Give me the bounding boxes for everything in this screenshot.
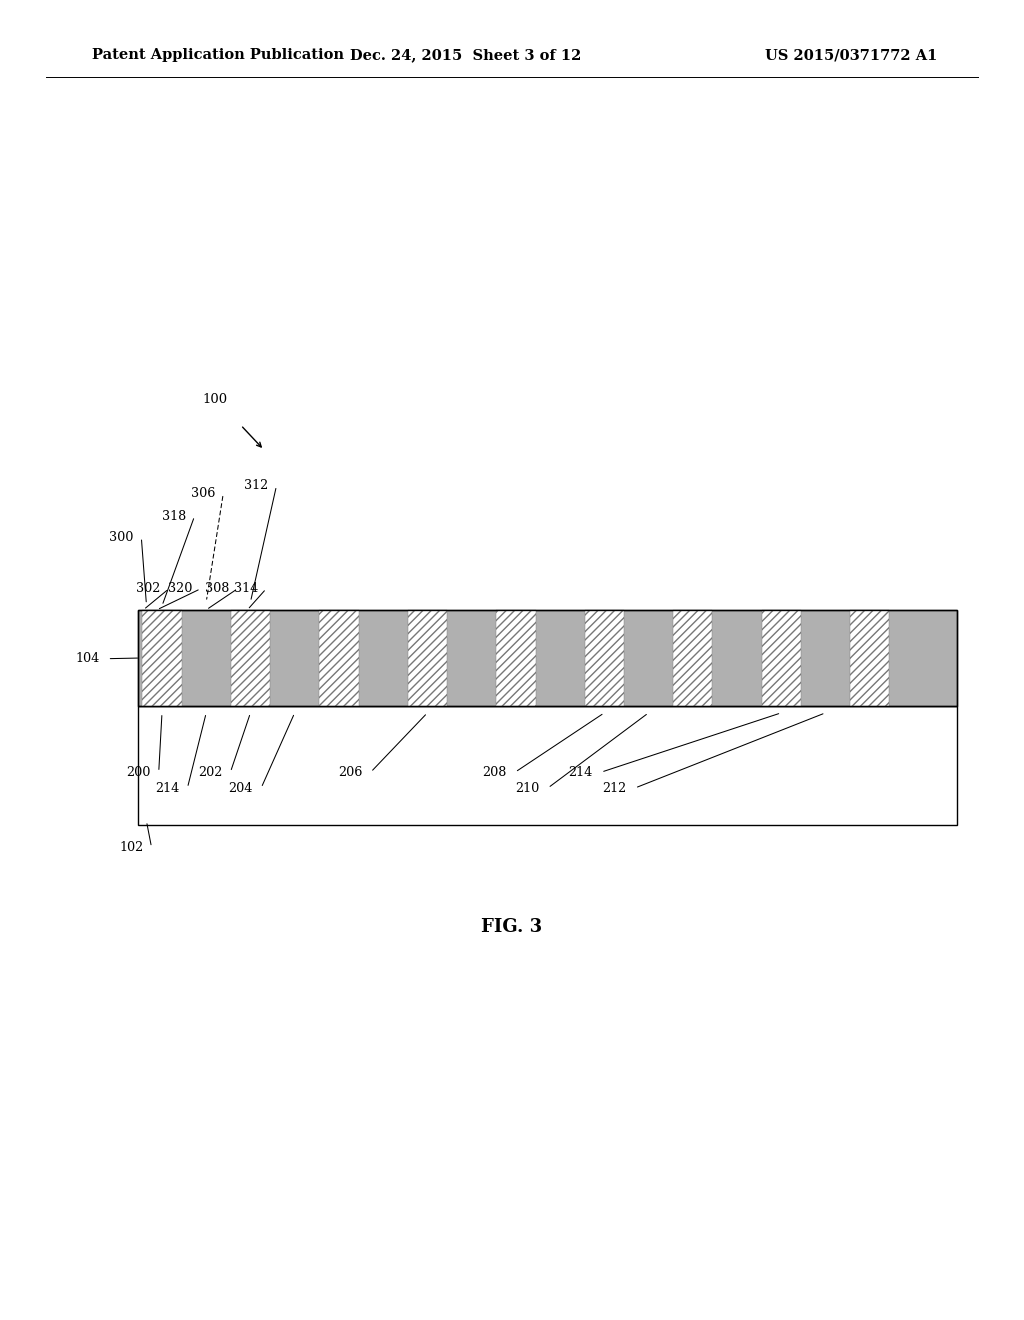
Text: 214: 214 [568,766,593,779]
Text: 214: 214 [155,781,179,795]
Text: US 2015/0371772 A1: US 2015/0371772 A1 [765,49,937,62]
Text: 306: 306 [190,487,215,500]
Bar [673,610,713,706]
Bar [408,610,447,706]
Text: 318: 318 [162,510,186,523]
Bar [319,610,358,706]
Text: 104: 104 [75,652,99,665]
Text: 202: 202 [198,766,222,779]
Bar [138,706,957,825]
Text: 210: 210 [515,781,540,795]
Text: 312: 312 [244,479,268,492]
Bar [138,610,957,706]
Bar [408,610,447,706]
Bar [497,610,536,706]
Text: 102: 102 [119,841,143,854]
Bar [497,610,536,706]
Bar [142,610,181,706]
Text: 300: 300 [109,531,133,544]
Bar [585,610,624,706]
Bar [319,610,358,706]
Bar [585,610,624,706]
Text: 206: 206 [338,766,362,779]
Text: 200: 200 [126,766,151,779]
Text: 308: 308 [205,582,229,595]
Text: 320: 320 [168,582,193,595]
Text: Dec. 24, 2015  Sheet 3 of 12: Dec. 24, 2015 Sheet 3 of 12 [350,49,582,62]
Bar [762,610,801,706]
Text: 204: 204 [228,781,253,795]
Text: 314: 314 [233,582,258,595]
Bar [138,610,957,706]
Text: Patent Application Publication: Patent Application Publication [92,49,344,62]
Bar [142,610,181,706]
Text: FIG. 3: FIG. 3 [481,917,543,936]
Bar [673,610,713,706]
Bar [230,610,270,706]
Text: 302: 302 [136,582,161,595]
Text: 212: 212 [602,781,627,795]
Bar [762,610,801,706]
Bar [850,610,890,706]
Bar [850,610,890,706]
Bar [230,610,270,706]
Text: 100: 100 [203,393,228,407]
Text: 208: 208 [482,766,507,779]
